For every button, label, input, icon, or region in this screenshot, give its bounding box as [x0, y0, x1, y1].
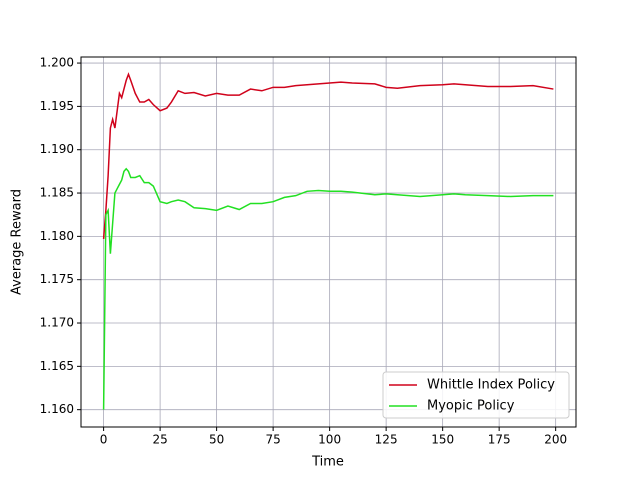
x-tick-label: 200	[544, 433, 567, 447]
y-tick-label: 1.200	[40, 56, 74, 70]
legend-label: Whittle Index Policy	[427, 378, 555, 393]
legend-label: Myopic Policy	[427, 399, 515, 414]
y-tick-label: 1.190	[40, 142, 74, 156]
y-tick-label: 1.160	[40, 402, 74, 416]
x-tick-label: 150	[431, 433, 454, 447]
x-tick-label: 125	[375, 433, 398, 447]
y-tick-label: 1.180	[40, 229, 74, 243]
x-tick-label: 100	[318, 433, 341, 447]
x-tick-label: 175	[488, 433, 511, 447]
y-tick-label: 1.165	[40, 359, 74, 373]
plot-frame	[80, 56, 577, 428]
y-tick-label: 1.185	[40, 186, 74, 200]
legend-box	[382, 371, 570, 419]
x-tick-label: 75	[265, 433, 280, 447]
legend: Whittle Index Policy Myopic Policy	[382, 371, 570, 419]
x-tick-label: 25	[152, 433, 167, 447]
series-line	[102, 167, 554, 410]
y-tick-label: 1.175	[40, 272, 74, 286]
series-line	[102, 72, 554, 240]
x-tick-label: 0	[100, 433, 108, 447]
y-tick-label: 1.195	[40, 99, 74, 113]
y-axis-label: Average Reward	[10, 189, 25, 295]
x-axis-label: Time	[311, 455, 344, 470]
y-tick-label: 1.170	[40, 316, 74, 330]
x-tick-label: 50	[209, 433, 224, 447]
